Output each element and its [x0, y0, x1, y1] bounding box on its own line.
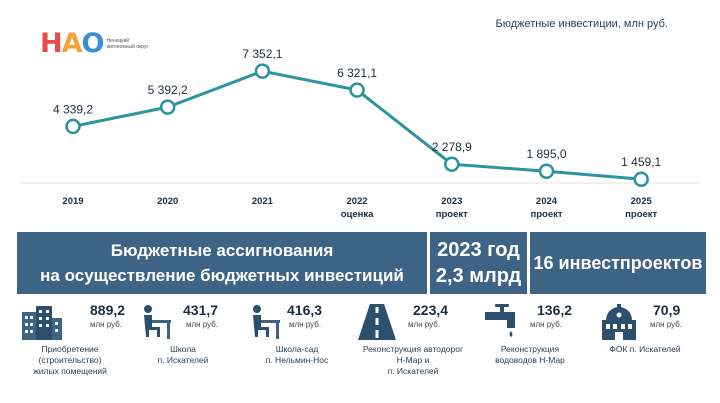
data-point	[349, 82, 365, 98]
project-unit: млн руб.	[289, 320, 322, 329]
logo-subtitle: Ненецкий автономный округ	[106, 37, 149, 50]
road-icon	[358, 304, 396, 340]
banner-amount: 2,3 млрд	[435, 265, 522, 287]
project-value: 136,2	[537, 302, 573, 318]
x-tick-sublabel: оценка	[341, 209, 374, 220]
project-label: ФОК п. Искателей	[609, 344, 681, 354]
summary-banner: Бюджетные ассигнования на осуществление …	[17, 232, 706, 294]
chart-title: Бюджетные инвестиции, млн руб.	[495, 18, 668, 30]
project-unit: млн руб.	[90, 320, 123, 329]
banner-year-block: 2023 год 2,3 млрд	[430, 232, 527, 294]
project-label: Реконструкция водоводов Н-Мар	[495, 344, 565, 365]
data-label: 4 339,2	[53, 102, 93, 116]
project-label: Реконструкция автодорог Н-Мар и п. Искат…	[362, 344, 464, 376]
x-tick-label: 2021	[252, 196, 274, 207]
banner-projects-count: 16 инвестпроектов	[533, 253, 703, 273]
x-tick-label: 2022	[347, 196, 368, 207]
x-tick-sublabel: проект	[530, 209, 562, 220]
banner-year: 2023 год	[437, 239, 520, 261]
data-label: 1 459,1	[621, 155, 661, 169]
banner-title-line2: на осуществление бюджетных инвестиций	[40, 266, 404, 285]
project-item: 416,3 млн руб. Школа-сад п. Нельмин-Нос	[247, 302, 367, 397]
banner-divider	[427, 232, 430, 294]
project-value: 223,4	[413, 302, 449, 318]
x-tick-label: 2019	[62, 196, 83, 207]
project-item: 70,9 млн руб. ФОК п. Искателей	[600, 302, 720, 397]
data-label: 1 895,0	[526, 147, 566, 161]
data-point	[633, 171, 649, 187]
data-point	[444, 156, 460, 172]
data-label: 5 392,2	[148, 83, 188, 97]
x-tick-sublabel: проект	[625, 209, 657, 220]
project-value: 416,3	[287, 302, 323, 318]
buildings-icon	[22, 306, 62, 340]
banner-title: Бюджетные ассигнования на осуществление …	[17, 232, 427, 294]
project-label: Приобретение (строительство) жилых помещ…	[33, 344, 107, 376]
water-tap-icon	[485, 304, 515, 337]
data-label: 2 278,9	[432, 140, 472, 154]
x-tick-label: 2023	[441, 196, 462, 207]
project-value: 70,9	[653, 302, 681, 318]
project-item: 136,2 млн руб. Реконструкция водоводов Н…	[485, 302, 605, 397]
project-unit: млн руб.	[530, 320, 563, 329]
school-desk-icon	[253, 305, 280, 339]
project-unit: млн руб.	[186, 320, 219, 329]
data-point	[254, 63, 271, 79]
project-value: 431,7	[183, 302, 219, 318]
data-label: 7 352,1	[242, 47, 282, 61]
project-label: Школа-сад п. Нельмин-Нос	[265, 344, 329, 365]
data-label: 6 321,1	[337, 66, 377, 80]
data-point	[65, 118, 81, 135]
project-item: 223,4 млн руб. Реконструкция автодорог Н…	[358, 302, 478, 397]
x-tick-sublabel: проект	[436, 209, 468, 220]
data-point	[159, 99, 176, 115]
x-tick-label: 2024	[536, 196, 558, 207]
banner-title-line1: Бюджетные ассигнования	[110, 241, 334, 260]
data-point	[538, 163, 555, 179]
project-label: Школа п. Искателей	[157, 344, 209, 365]
sports-complex-icon	[602, 304, 636, 340]
logo: НАО Ненецкий автономный округ	[40, 30, 156, 57]
x-tick-label: 2020	[157, 196, 178, 207]
school-desk-icon	[144, 305, 171, 339]
investment-line-chart: 4 339,2 2019 5 392,2 2020 7 352,1 2021 6 321,1…	[20, 47, 700, 220]
banner-divider	[527, 232, 530, 294]
project-item: 889,2 млн руб. Приобретение (строительст…	[20, 302, 140, 397]
project-item: 431,7 млн руб. Школа п. Искателей	[138, 302, 258, 397]
logo-letters: НАО	[40, 28, 104, 59]
project-unit: млн руб.	[408, 320, 441, 329]
project-unit: млн руб.	[650, 320, 683, 329]
project-value: 889,2	[90, 302, 126, 318]
x-tick-label: 2025	[631, 196, 653, 207]
